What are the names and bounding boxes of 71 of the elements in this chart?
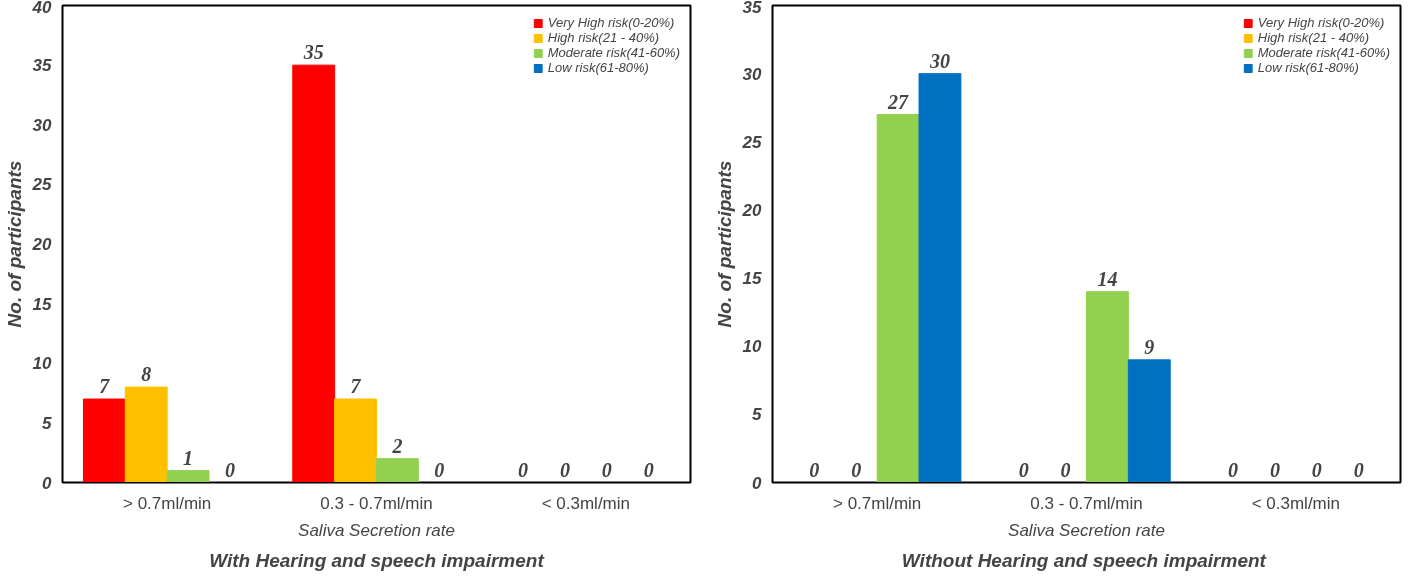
legend-label: Low risk(61-80%)	[1257, 60, 1359, 75]
y-tick-label: 10	[742, 337, 763, 357]
y-tick-label: 40	[31, 0, 53, 17]
bar	[124, 386, 168, 483]
y-tick-label: 35	[32, 56, 53, 76]
bar	[82, 398, 126, 483]
y-tick-label: 35	[742, 0, 763, 17]
x-tick-label: < 0.3ml/min	[1251, 493, 1341, 513]
data-label: 0	[1269, 458, 1280, 481]
x-tick-label: < 0.3ml/min	[541, 493, 631, 513]
data-label: 0	[643, 458, 654, 481]
data-label: 0	[518, 458, 529, 481]
x-tick-label: > 0.7ml/min	[123, 493, 212, 513]
text: With Hearing and speech impairment	[209, 549, 545, 571]
y-tick-label: 0	[42, 473, 53, 493]
text: Without Hearing and speech impairment	[901, 549, 1267, 571]
y-tick-label: 10	[32, 354, 53, 374]
y-tick-label: 30	[32, 115, 53, 135]
y-axis-title: No. of participants	[3, 160, 25, 328]
bar	[876, 114, 920, 483]
y-tick-label: 15	[32, 294, 53, 314]
y-tick-label: 25	[741, 132, 763, 152]
legend-label: High risk(21 - 40%)	[1257, 30, 1370, 45]
legend-label: Very High risk(0-20%)	[1257, 15, 1385, 30]
y-tick-label: 0	[752, 473, 763, 493]
data-label: 0	[559, 458, 570, 481]
data-label: 2	[391, 434, 403, 457]
data-label: 27	[887, 90, 910, 113]
data-label: 35	[302, 41, 324, 64]
data-label: 0	[1228, 458, 1239, 481]
x-tick-label: 0.3 - 0.7ml/min	[1030, 493, 1143, 513]
legend-label: Very High risk(0-20%)	[547, 15, 675, 30]
data-label: 1	[183, 446, 194, 469]
y-tick-label: 20	[741, 200, 763, 220]
x-tick-label: > 0.7ml/min	[833, 493, 922, 513]
data-label: 0	[434, 458, 445, 481]
data-label: 0	[851, 458, 862, 481]
data-label: 0	[1311, 458, 1322, 481]
x-axis-title: Saliva Secretion rate	[1008, 520, 1165, 540]
data-label: 7	[99, 375, 111, 398]
legend-label: Moderate risk(41-60%)	[1257, 45, 1390, 60]
y-axis-title: No. of participants	[713, 160, 735, 328]
data-label: 8	[141, 363, 152, 386]
data-label: 0	[1018, 458, 1029, 481]
data-label: 0	[224, 458, 235, 481]
y-tick-label: 5	[42, 413, 53, 433]
y-tick-label: 30	[742, 64, 763, 84]
bar	[334, 398, 377, 483]
bar	[292, 64, 336, 483]
bar	[1127, 359, 1171, 483]
x-tick-label: 0.3 - 0.7ml/min	[320, 493, 433, 513]
data-label: 0	[1060, 458, 1071, 481]
data-label: 7	[350, 375, 362, 398]
bar	[1086, 291, 1129, 483]
data-label: 0	[1353, 458, 1364, 481]
data-label: 30	[928, 49, 950, 72]
legend-label: Moderate risk(41-60%)	[547, 45, 680, 60]
y-tick-label: 20	[31, 235, 53, 254]
data-label: 14	[1097, 267, 1118, 290]
bar	[918, 73, 962, 483]
y-tick-label: 15	[742, 269, 763, 289]
legend-label: Low risk(61-80%)	[547, 60, 649, 75]
data-label: 0	[809, 458, 820, 481]
data-label: 0	[601, 458, 612, 481]
bar	[166, 470, 210, 483]
y-tick-label: 5	[752, 405, 763, 425]
bar	[376, 458, 419, 483]
data-label: 9	[1144, 335, 1155, 358]
legend-label: High risk(21 - 40%)	[547, 30, 660, 45]
x-axis-title: Saliva Secretion rate	[298, 520, 455, 540]
y-tick-label: 25	[31, 175, 53, 195]
